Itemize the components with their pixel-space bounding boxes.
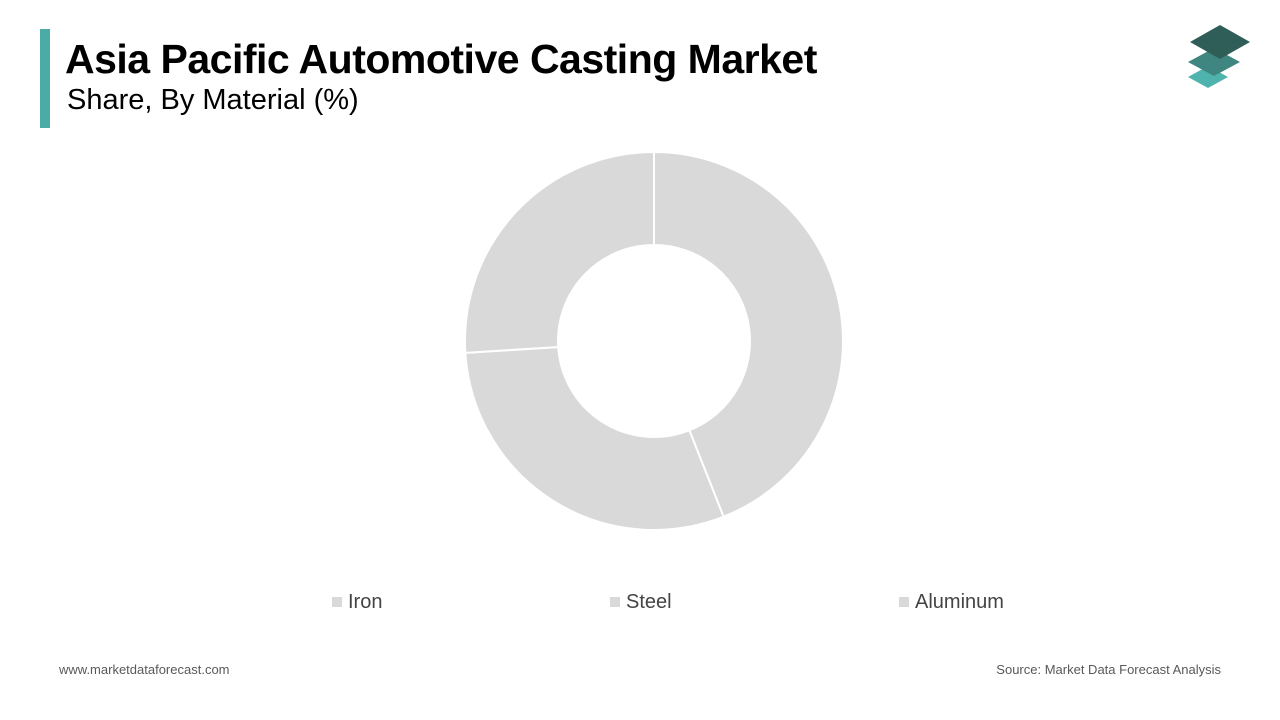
chart-subtitle: Share, By Material (%)	[67, 84, 359, 116]
donut-slice-iron	[653, 150, 844, 519]
chart-title: Asia Pacific Automotive Casting Market	[65, 36, 817, 82]
chart-legend: Iron Steel Aluminum	[0, 588, 1280, 616]
donut-chart-svg	[464, 150, 844, 531]
legend-item-aluminum: Aluminum	[899, 588, 1004, 616]
website-url: www.marketdataforecast.com	[59, 662, 230, 677]
legend-swatch-aluminum	[899, 597, 909, 607]
donut-slice-aluminum	[464, 150, 655, 354]
legend-label-aluminum: Aluminum	[915, 590, 1004, 613]
legend-swatch-iron	[332, 597, 342, 607]
legend-label-steel: Steel	[626, 590, 672, 613]
legend-swatch-steel	[610, 597, 620, 607]
legend-item-steel: Steel	[610, 588, 672, 616]
layers-logo-icon	[1188, 25, 1250, 88]
logo-layer-top	[1190, 25, 1250, 59]
donut-slice-steel	[464, 345, 725, 531]
donut-chart	[440, 130, 870, 550]
title-accent-bar	[40, 29, 50, 128]
legend-label-iron: Iron	[348, 590, 383, 613]
legend-item-iron: Iron	[332, 588, 382, 616]
source-note: Source: Market Data Forecast Analysis	[996, 662, 1221, 677]
